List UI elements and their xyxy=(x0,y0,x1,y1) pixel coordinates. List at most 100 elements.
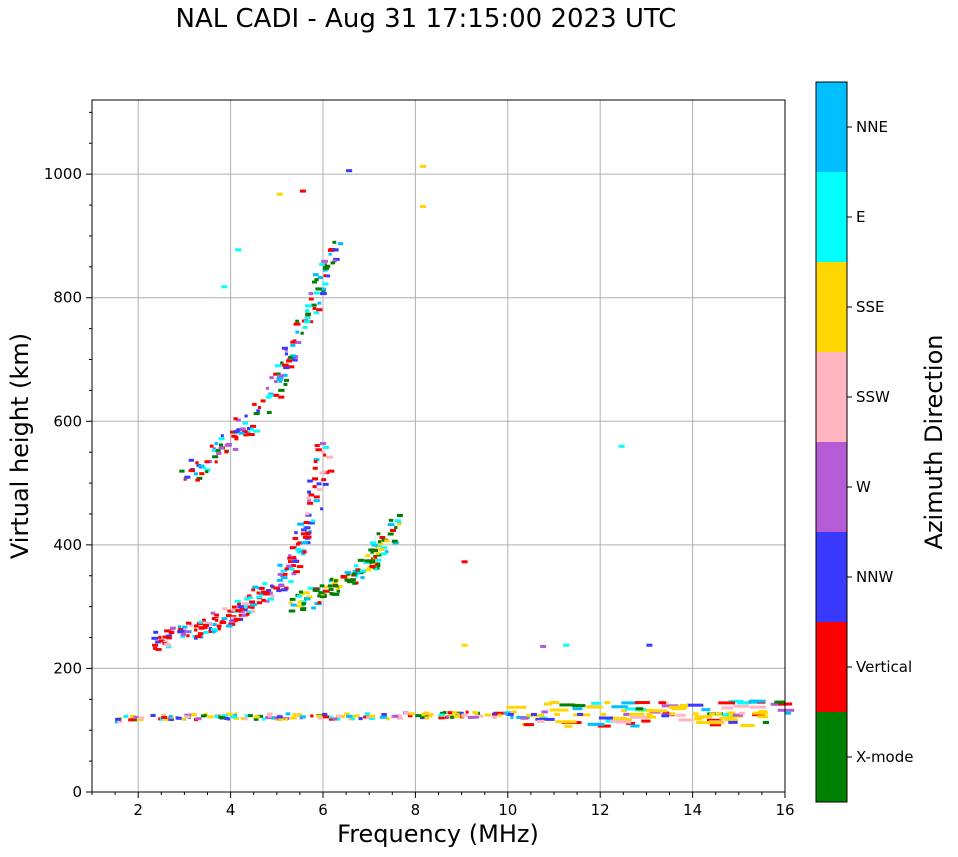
data-mark xyxy=(228,622,236,626)
data-mark xyxy=(256,591,260,595)
data-mark xyxy=(203,626,208,630)
data-mark xyxy=(158,717,162,721)
data-mark xyxy=(637,708,657,712)
data-mark xyxy=(292,556,297,560)
data-mark xyxy=(774,700,785,704)
data-mark xyxy=(452,711,457,715)
data-mark xyxy=(381,713,387,717)
data-mark xyxy=(317,276,324,280)
data-mark xyxy=(313,588,320,592)
data-mark xyxy=(473,715,479,719)
data-mark xyxy=(328,587,334,591)
data-mark xyxy=(234,712,238,716)
data-mark xyxy=(274,380,278,384)
data-mark xyxy=(375,558,382,562)
data-mark xyxy=(543,702,553,706)
data-mark xyxy=(317,601,322,605)
data-mark xyxy=(250,424,257,428)
data-mark xyxy=(330,261,336,265)
data-mark xyxy=(320,507,324,511)
data-point xyxy=(304,316,311,320)
data-mark xyxy=(396,716,404,720)
data-point xyxy=(138,716,145,720)
data-mark xyxy=(384,539,390,543)
data-mark xyxy=(229,430,234,434)
data-mark xyxy=(387,523,395,527)
data-point xyxy=(600,712,607,716)
data-mark xyxy=(536,719,545,723)
data-mark xyxy=(283,572,288,576)
data-point xyxy=(378,547,385,551)
data-mark xyxy=(153,646,158,650)
data-mark xyxy=(497,713,502,717)
data-mark xyxy=(230,608,238,612)
data-mark xyxy=(344,712,350,716)
data-mark xyxy=(317,301,322,305)
data-mark xyxy=(308,292,314,296)
data-mark xyxy=(355,574,359,578)
data-mark xyxy=(181,631,186,635)
data-mark xyxy=(244,714,249,718)
data-mark xyxy=(158,635,162,639)
data-mark xyxy=(380,546,387,550)
data-mark xyxy=(473,711,479,715)
data-mark xyxy=(559,703,575,707)
data-mark xyxy=(296,604,303,608)
data-mark xyxy=(368,717,375,721)
data-mark xyxy=(360,576,365,580)
data-mark xyxy=(253,429,261,433)
colorbar-frame xyxy=(815,81,848,803)
data-point xyxy=(235,609,242,613)
x-tick-label: 4 xyxy=(226,801,236,819)
colorbar-tick-label: SSW xyxy=(856,388,890,406)
data-mark xyxy=(284,352,288,356)
data-mark xyxy=(326,274,331,278)
data-mark xyxy=(268,597,274,601)
data-mark xyxy=(604,701,611,705)
data-mark xyxy=(310,714,314,718)
data-mark xyxy=(364,712,370,716)
data-mark xyxy=(244,414,248,418)
colorbar-segment xyxy=(816,442,847,532)
data-mark xyxy=(294,531,298,535)
data-mark xyxy=(332,259,337,263)
data-mark xyxy=(329,577,334,581)
colorbar-segment xyxy=(816,82,847,172)
data-mark xyxy=(324,585,329,589)
data-mark xyxy=(319,584,325,588)
data-mark xyxy=(159,717,164,721)
data-point xyxy=(346,578,353,582)
data-mark xyxy=(438,716,445,720)
data-mark xyxy=(386,717,390,721)
data-mark xyxy=(316,488,323,492)
data-mark xyxy=(280,361,284,365)
data-mark xyxy=(128,718,135,722)
data-mark xyxy=(209,444,214,448)
data-mark xyxy=(317,594,323,598)
data-mark xyxy=(555,720,571,724)
data-mark xyxy=(506,705,527,709)
data-point xyxy=(332,584,339,588)
data-mark xyxy=(203,714,207,718)
data-mark xyxy=(624,712,645,716)
data-mark xyxy=(301,528,307,532)
data-mark xyxy=(333,257,340,261)
data-mark xyxy=(375,551,380,555)
data-mark xyxy=(231,605,237,609)
data-mark xyxy=(242,421,249,425)
data-mark xyxy=(365,716,371,720)
data-mark xyxy=(403,711,409,715)
data-point xyxy=(577,712,584,716)
data-mark xyxy=(332,717,338,721)
data-mark xyxy=(283,382,288,386)
data-mark xyxy=(308,493,315,497)
data-mark xyxy=(777,708,795,712)
data-mark xyxy=(394,519,401,523)
data-point xyxy=(276,378,283,382)
colorbar: X-mode Vertical NNW W SSW SSE E NNE xyxy=(816,82,913,802)
data-mark xyxy=(278,388,285,392)
data-mark xyxy=(248,433,255,437)
data-mark xyxy=(228,619,236,623)
data-mark xyxy=(625,707,637,711)
data-mark xyxy=(297,522,305,526)
